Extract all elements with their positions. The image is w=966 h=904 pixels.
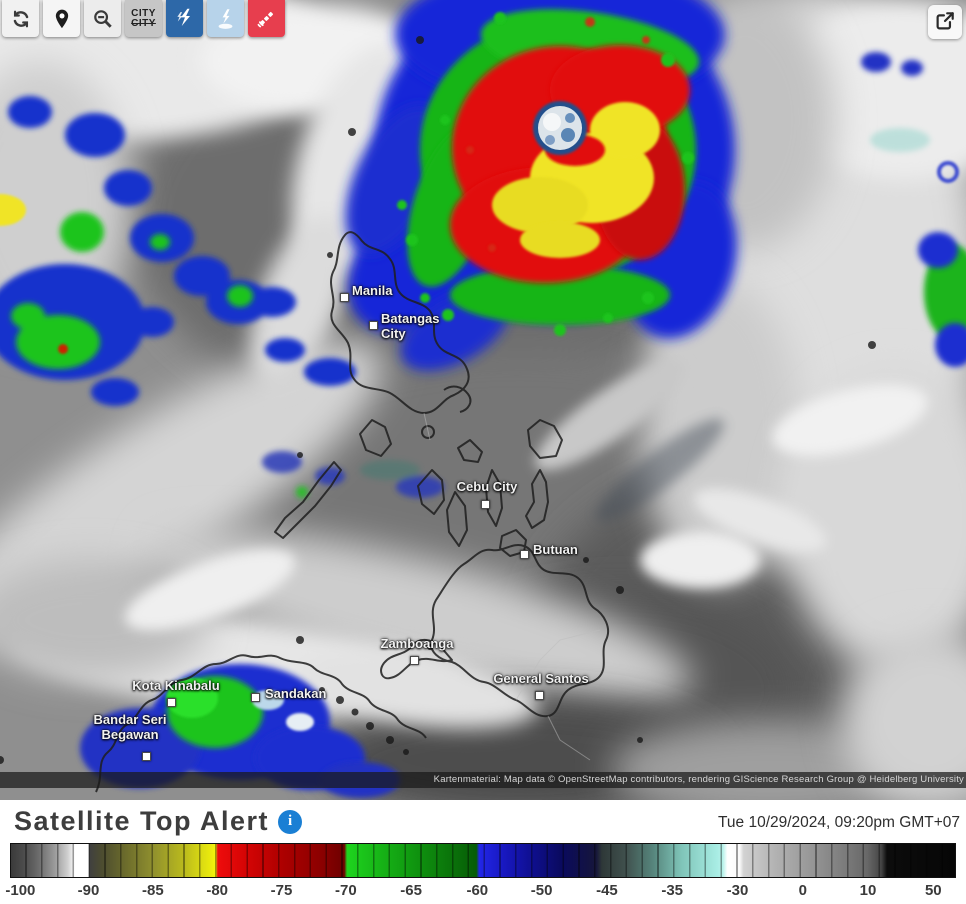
colorbar-tick-label: -80 — [206, 882, 229, 899]
storm-icon — [173, 7, 196, 30]
lightning-icon — [214, 7, 237, 30]
city-marker — [520, 550, 529, 559]
city-marker — [340, 293, 349, 302]
city-marker — [369, 321, 378, 330]
colorbar-tick-label: 10 — [859, 882, 877, 899]
share-button[interactable] — [928, 5, 962, 39]
map-attribution: Kartenmaterial: Map data © OpenStreetMap… — [0, 772, 966, 788]
city-marker — [410, 656, 419, 665]
city-marker — [142, 752, 151, 761]
colorbar-tick-label: -50 — [530, 882, 553, 899]
refresh-button[interactable] — [2, 0, 39, 37]
satellite-map[interactable]: CITY CITY Manila Batangas City Cebu City Butu… — [0, 0, 966, 800]
city-marker — [481, 500, 490, 509]
colorbar-tick-label: -35 — [661, 882, 684, 899]
refresh-icon — [10, 8, 32, 30]
map-toolbar: CITY CITY — [2, 0, 285, 37]
locate-button[interactable] — [43, 0, 80, 37]
satellite-layer-button[interactable] — [248, 0, 285, 37]
temperature-colorbar — [10, 843, 956, 878]
colorbar-ticks: -100 -90 -85 -80 -75 -70 -65 -60 -50 -45 -35 -30 0 10… — [5, 882, 956, 902]
colorbar-tick-label: 0 — [798, 882, 807, 899]
city-marker — [167, 698, 176, 707]
colorbar-tick-label: -60 — [466, 882, 489, 899]
colorbar-tick-label: -65 — [400, 882, 422, 899]
city-marker — [535, 691, 544, 700]
colorbar-tick-label: -90 — [77, 882, 100, 899]
city-labels-toggle-icon: CITY CITY — [131, 7, 156, 29]
colorbar-tick-label: -45 — [596, 882, 618, 899]
storm-layer-button[interactable] — [166, 0, 203, 37]
satellite-imagery — [0, 0, 966, 800]
share-icon — [934, 10, 956, 35]
colorbar-segments — [11, 844, 955, 877]
colorbar-tick-label: -70 — [334, 882, 357, 899]
city-labels-toggle[interactable]: CITY CITY — [125, 0, 162, 37]
satellite-icon — [255, 7, 278, 30]
location-pin-icon — [51, 8, 73, 30]
zoom-out-icon — [92, 8, 114, 30]
legend-panel: Satellite Top Alert i Tue 10/29/2024, 09… — [0, 800, 966, 904]
info-icon[interactable]: i — [278, 809, 303, 834]
colorbar-tick-label: -30 — [726, 882, 749, 899]
colorbar-tick-label: -100 — [5, 882, 36, 899]
legend-timestamp: Tue 10/29/2024, 09:20pm GMT+07 — [718, 814, 960, 831]
zoom-out-button[interactable] — [84, 0, 121, 37]
colorbar-tick-label: -85 — [142, 882, 164, 899]
colorbar-tick-label: 50 — [924, 882, 942, 899]
colorbar-tick-label: -75 — [270, 882, 293, 899]
city-marker — [251, 693, 260, 702]
legend-title: Satellite Top Alert — [14, 806, 270, 836]
lightning-layer-button[interactable] — [207, 0, 244, 37]
